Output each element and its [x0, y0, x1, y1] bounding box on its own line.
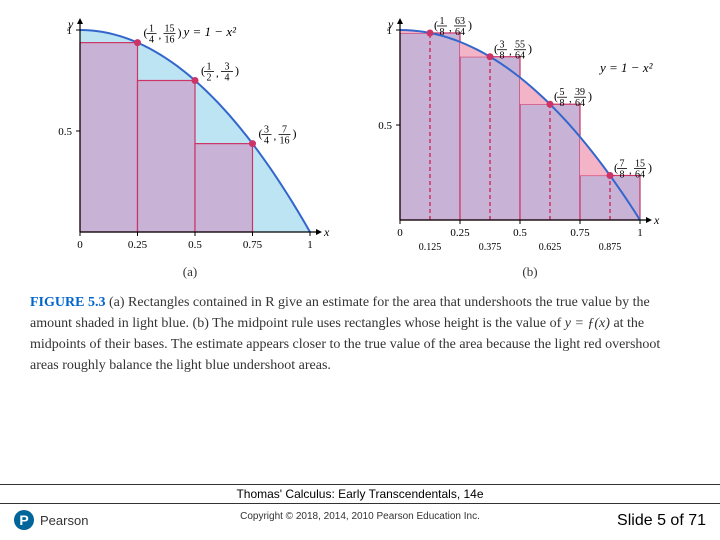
- svg-text:0.75: 0.75: [570, 227, 590, 239]
- svg-text:16: 16: [165, 35, 175, 46]
- chart-b-sublabel: (b): [522, 264, 537, 280]
- svg-text:0.25: 0.25: [450, 227, 470, 239]
- caption-title: FIGURE 5.3: [30, 295, 105, 310]
- chart-b-wrapper: yx00.250.50.7510.1250.3750.6250.8750.51(…: [360, 10, 700, 280]
- svg-text:,: ,: [449, 22, 452, 34]
- chart-a-sublabel: (a): [183, 264, 197, 280]
- svg-text:3: 3: [225, 62, 230, 73]
- figure-caption: FIGURE 5.3 (a) Rectangles contained in R…: [0, 280, 720, 376]
- svg-text:5: 5: [560, 87, 565, 98]
- svg-text:(: (: [201, 64, 205, 78]
- svg-text:(: (: [494, 42, 498, 56]
- pearson-logo-icon: P: [14, 510, 34, 530]
- svg-text:3: 3: [264, 125, 269, 136]
- svg-text:1: 1: [67, 25, 73, 37]
- svg-text:): ): [178, 26, 182, 40]
- svg-text:4: 4: [149, 35, 154, 46]
- svg-text:3: 3: [500, 40, 505, 51]
- svg-text:,: ,: [216, 68, 219, 80]
- svg-text:1: 1: [207, 62, 212, 73]
- svg-text:0.375: 0.375: [479, 242, 502, 253]
- caption-text-a: (a) Rectangles contained in R give an es…: [30, 295, 650, 331]
- caption-math: y = ƒ(x): [565, 316, 610, 331]
- svg-text:,: ,: [629, 164, 632, 176]
- svg-text:1: 1: [440, 16, 445, 27]
- svg-text:15: 15: [635, 158, 645, 169]
- svg-text:8: 8: [440, 27, 445, 38]
- svg-text:): ): [648, 160, 652, 174]
- svg-text:(: (: [554, 89, 558, 103]
- svg-text:64: 64: [515, 51, 525, 62]
- footer-book-title: Thomas' Calculus: Early Transcendentals,…: [0, 484, 720, 504]
- svg-text:(: (: [614, 160, 618, 174]
- svg-text:(: (: [434, 18, 438, 32]
- svg-text:0: 0: [77, 239, 83, 251]
- svg-text:0.625: 0.625: [539, 242, 562, 253]
- footer-copyright: Copyright © 2018, 2014, 2010 Pearson Edu…: [0, 511, 720, 522]
- svg-text:0.125: 0.125: [419, 242, 442, 253]
- svg-text:1: 1: [307, 239, 313, 251]
- slide-number: Slide 5 of 71: [617, 512, 706, 530]
- svg-text:0.875: 0.875: [599, 242, 622, 253]
- svg-text:4: 4: [225, 73, 230, 84]
- svg-text:0.25: 0.25: [128, 239, 148, 251]
- pearson-logo: P Pearson: [14, 510, 88, 530]
- svg-text:y = 1 − x²: y = 1 − x²: [598, 60, 654, 75]
- svg-text:16: 16: [280, 136, 290, 147]
- svg-text:2: 2: [207, 73, 212, 84]
- svg-text:0.5: 0.5: [188, 239, 202, 251]
- chart-a-wrapper: yx00.250.50.7510.51(14,1516)(12,34)(34,7…: [40, 10, 340, 280]
- svg-text:64: 64: [635, 169, 645, 180]
- svg-text:1: 1: [637, 227, 643, 239]
- svg-text:8: 8: [500, 51, 505, 62]
- svg-text:64: 64: [575, 98, 585, 109]
- svg-text:7: 7: [282, 125, 287, 136]
- svg-text:): ): [235, 64, 239, 78]
- svg-text:0.5: 0.5: [513, 227, 527, 239]
- svg-text:15: 15: [165, 24, 175, 35]
- svg-text:8: 8: [620, 169, 625, 180]
- svg-text:(: (: [144, 26, 148, 40]
- svg-text:x: x: [323, 225, 330, 239]
- svg-text:): ): [528, 42, 532, 56]
- chart-a: yx00.250.50.7510.51(14,1516)(12,34)(34,7…: [40, 10, 340, 260]
- svg-text:0.5: 0.5: [378, 120, 392, 132]
- svg-text:55: 55: [515, 40, 525, 51]
- svg-text:39: 39: [575, 87, 585, 98]
- svg-text:8: 8: [560, 98, 565, 109]
- svg-text:): ): [468, 18, 472, 32]
- pearson-logo-text: Pearson: [40, 513, 88, 528]
- svg-text:,: ,: [509, 46, 512, 58]
- svg-text:): ): [588, 89, 592, 103]
- svg-text:4: 4: [264, 136, 269, 147]
- svg-text:x: x: [653, 213, 660, 227]
- svg-text:64: 64: [455, 27, 465, 38]
- svg-text:1: 1: [387, 25, 393, 37]
- charts-container: yx00.250.50.7510.51(14,1516)(12,34)(34,7…: [0, 0, 720, 280]
- svg-text:y = 1 − x²: y = 1 − x²: [182, 24, 238, 39]
- svg-text:1: 1: [149, 24, 154, 35]
- svg-text:7: 7: [620, 158, 625, 169]
- svg-text:,: ,: [274, 131, 277, 143]
- svg-text:): ): [293, 127, 297, 141]
- svg-text:,: ,: [159, 30, 162, 42]
- svg-text:0.5: 0.5: [58, 126, 72, 138]
- svg-text:63: 63: [455, 16, 465, 27]
- svg-text:,: ,: [569, 93, 572, 105]
- svg-text:(: (: [259, 127, 263, 141]
- svg-text:0.75: 0.75: [243, 239, 263, 251]
- svg-text:0: 0: [397, 227, 403, 239]
- chart-b: yx00.250.50.7510.1250.3750.6250.8750.51(…: [360, 10, 700, 260]
